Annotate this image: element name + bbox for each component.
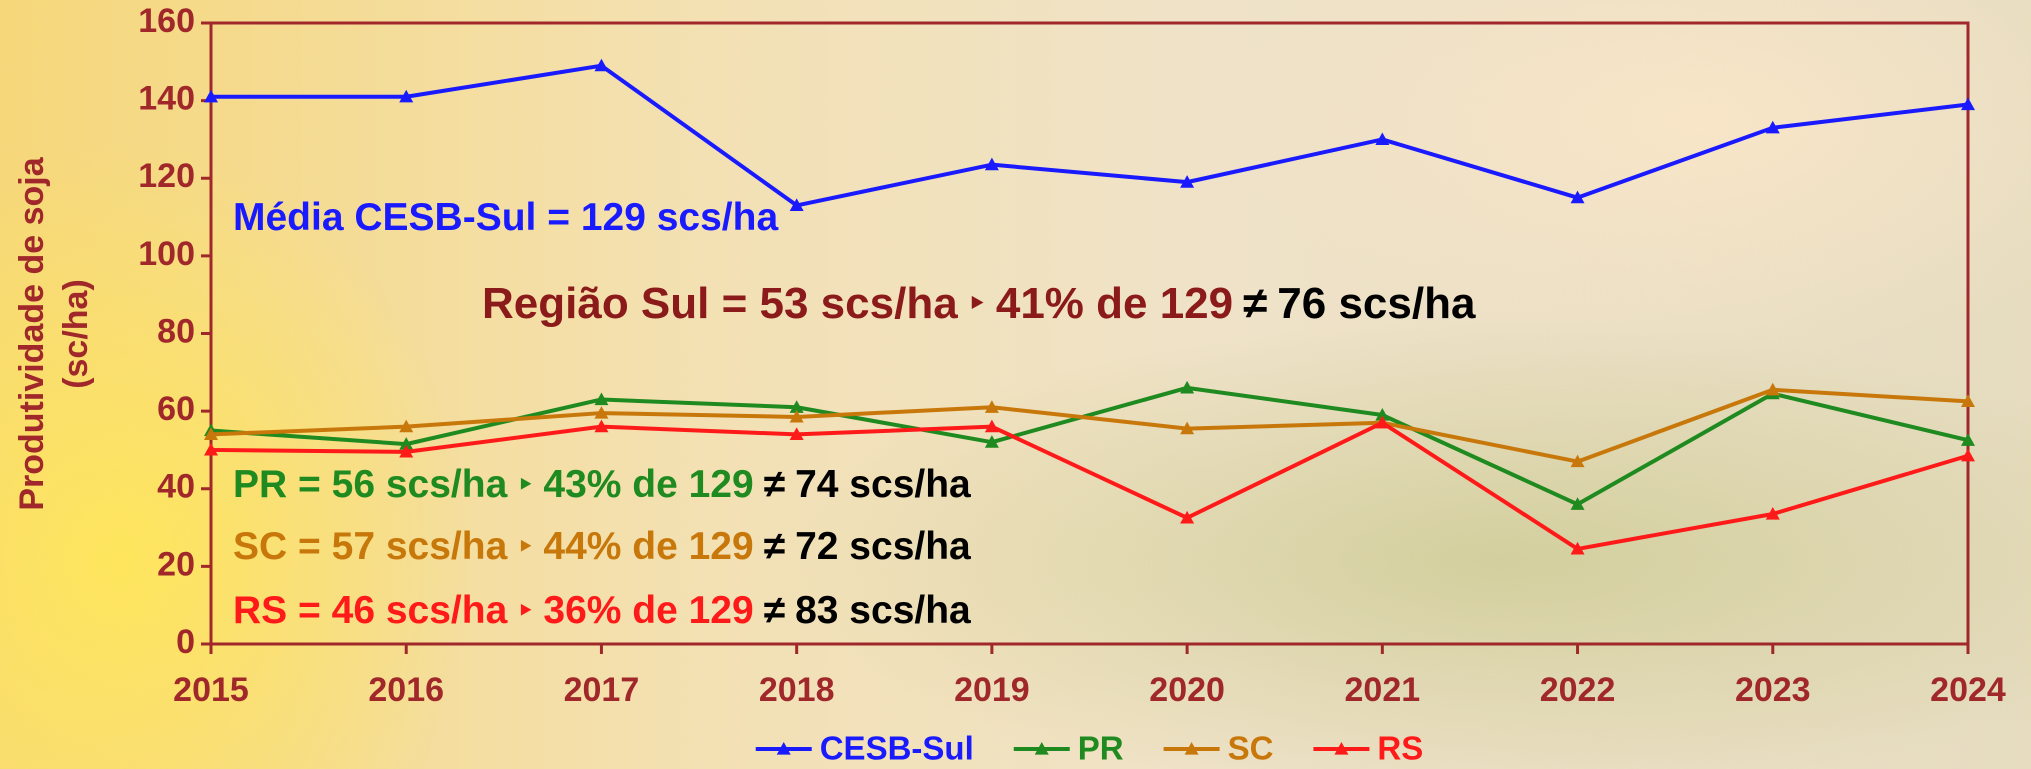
legend-label: PR <box>1078 730 1124 767</box>
annotation-part: RS = 46 scs/ha <box>233 589 508 632</box>
annotation-part: 43% de 129 <box>543 463 753 506</box>
series-line <box>211 390 1968 462</box>
annotation-part: ≠ <box>764 525 785 568</box>
legend-item: PR <box>1014 730 1124 767</box>
y-tick-label: 40 <box>157 468 195 506</box>
x-tick-label: 2024 <box>1930 671 2006 709</box>
annotation-part: ≠ <box>1243 279 1267 328</box>
annotation: Média CESB-Sul = 129 scs/ha <box>233 196 778 239</box>
legend: CESB-Sul PR SC RS <box>756 730 1424 767</box>
annotation: PR = 56 scs/ha ‣ 43% de 129 ≠74 scs/ha <box>233 463 971 506</box>
y-tick-label: 80 <box>157 312 195 350</box>
annotation: RS = 46 scs/ha ‣ 36% de 129 ≠83 scs/ha <box>233 589 971 632</box>
annotation-part: 36% de 129 <box>543 589 753 632</box>
annotation-part: Média CESB-Sul = 129 scs/ha <box>233 196 778 239</box>
x-tick-label: 2017 <box>564 671 640 709</box>
y-axis-title: (sc/ha) <box>57 279 95 389</box>
y-tick-label: 60 <box>157 390 195 428</box>
x-tick-label: 2021 <box>1345 671 1421 709</box>
annotation-part: ‣ <box>517 531 533 562</box>
annotation-part: 76 scs/ha <box>1277 279 1476 328</box>
x-tick-label: 2020 <box>1149 671 1225 709</box>
legend-item: RS <box>1313 730 1423 767</box>
series-line <box>211 66 1968 206</box>
annotation-part: Região Sul = 53 scs/ha <box>482 279 958 328</box>
annotation-part: 72 scs/ha <box>795 525 971 568</box>
annotation-part: ‣ <box>968 286 986 321</box>
annotation-part: 83 scs/ha <box>795 589 971 632</box>
chart: Produtividade de soja (sc/ha) 0 20 40 60 80 1… <box>0 0 2031 769</box>
annotation-part: ‣ <box>517 595 533 626</box>
annotation-part: 74 scs/ha <box>795 463 971 506</box>
annotation-part: 44% de 129 <box>543 525 753 568</box>
x-tick-label: 2019 <box>954 671 1030 709</box>
annotation: Região Sul = 53 scs/ha ‣ 41% de 129≠76 scs… <box>482 279 1476 328</box>
x-tick-label: 2016 <box>368 671 444 709</box>
annotation-part: ‣ <box>517 469 533 500</box>
annotation-part: ≠ <box>764 589 785 632</box>
legend-label: RS <box>1377 730 1423 767</box>
y-tick-label: 0 <box>176 623 195 661</box>
x-tick-label: 2023 <box>1735 671 1811 709</box>
annotation-part: ≠ <box>764 463 785 506</box>
legend-label: CESB-Sul <box>820 730 974 767</box>
x-tick-label: 2018 <box>759 671 835 709</box>
legend-label: SC <box>1228 730 1274 767</box>
annotation-part: PR = 56 scs/ha <box>233 463 508 506</box>
x-tick-label: 2022 <box>1540 671 1616 709</box>
y-tick-label: 100 <box>138 235 195 273</box>
y-tick-label: 20 <box>157 545 195 583</box>
annotation: SC = 57 scs/ha ‣ 44% de 129 ≠72 scs/ha <box>233 525 971 568</box>
y-tick-label: 120 <box>138 157 195 195</box>
y-axis-title: Produtividade de soja <box>13 156 51 510</box>
annotation-part: SC = 57 scs/ha <box>233 525 508 568</box>
annotation-part: 41% de 129 <box>996 279 1233 328</box>
y-tick-label: 160 <box>138 2 195 40</box>
series-marker <box>1961 449 1975 462</box>
y-tick-label: 140 <box>138 80 195 118</box>
legend-item: SC <box>1164 730 1274 767</box>
legend-item: CESB-Sul <box>756 730 974 767</box>
x-tick-label: 2015 <box>173 671 249 709</box>
